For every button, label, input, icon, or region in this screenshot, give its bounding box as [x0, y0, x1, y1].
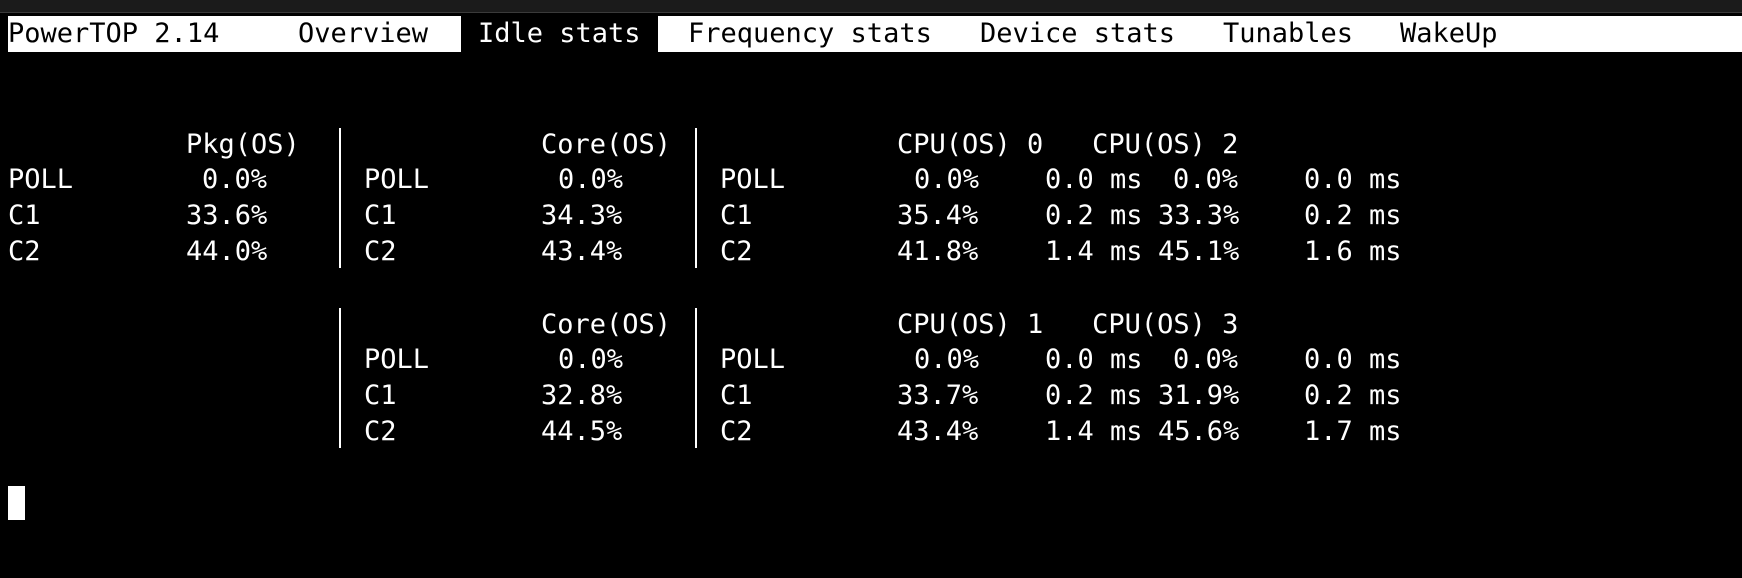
- terminal-cursor[interactable]: [8, 486, 25, 520]
- core-state-label: POLL: [364, 164, 430, 195]
- core-state-pct: 0.0%: [558, 164, 624, 195]
- tab-overview[interactable]: Overview: [298, 18, 429, 49]
- pkg-state-label: C2: [8, 236, 41, 267]
- cpu-b-pct: 0.0%: [1173, 164, 1239, 195]
- pkg-header: Pkg(OS): [186, 129, 300, 160]
- column-separator: [339, 308, 341, 448]
- pkg-state-label: C1: [8, 200, 41, 231]
- core-state-pct: 43.4%: [541, 236, 623, 267]
- cpu-b-ms: 1.7 ms: [1304, 416, 1402, 447]
- cpu-a-pct: 35.4%: [897, 200, 979, 231]
- tab-frequency-stats[interactable]: Frequency stats: [688, 18, 932, 49]
- cpu-b-pct: 31.9%: [1158, 380, 1240, 411]
- tab-idle-stats[interactable]: Idle stats: [461, 16, 658, 52]
- pkg-state-pct: 33.6%: [186, 200, 268, 231]
- cpu-a-pct: 33.7%: [897, 380, 979, 411]
- cpu-header: CPU(OS) 1 CPU(OS) 3: [897, 309, 1239, 340]
- cpu-header: CPU(OS) 0 CPU(OS) 2: [897, 129, 1239, 160]
- core-header: Core(OS): [541, 309, 672, 340]
- cpu-a-pct: 0.0%: [914, 164, 980, 195]
- cpu-a-ms: 0.0 ms: [1045, 164, 1143, 195]
- cpu-b-ms: 0.2 ms: [1304, 380, 1402, 411]
- column-separator: [695, 128, 697, 268]
- cpu-a-ms: 0.0 ms: [1045, 344, 1143, 375]
- core-state-label: C2: [364, 236, 397, 267]
- cpu-a-ms: 1.4 ms: [1045, 416, 1143, 447]
- core-state-pct: 0.0%: [558, 344, 624, 375]
- cpu-b-pct: 45.1%: [1158, 236, 1240, 267]
- column-separator: [339, 128, 341, 268]
- cpu-state-label: C1: [720, 200, 753, 231]
- cpu-b-ms: 0.0 ms: [1304, 344, 1402, 375]
- cpu-b-pct: 0.0%: [1173, 344, 1239, 375]
- cpu-a-pct: 0.0%: [914, 344, 980, 375]
- cpu-state-label: POLL: [720, 164, 786, 195]
- core-state-pct: 34.3%: [541, 200, 623, 231]
- cpu-state-label: C1: [720, 380, 753, 411]
- cpu-state-label: POLL: [720, 344, 786, 375]
- tab-wakeup[interactable]: WakeUp: [1400, 18, 1498, 49]
- core-state-pct: 44.5%: [541, 416, 623, 447]
- cpu-b-ms: 0.0 ms: [1304, 164, 1402, 195]
- tab-device-stats[interactable]: Device stats: [980, 18, 1176, 49]
- cpu-b-ms: 0.2 ms: [1304, 200, 1402, 231]
- pkg-state-pct: 44.0%: [186, 236, 268, 267]
- terminal-title-strip: [0, 0, 1742, 13]
- cpu-b-ms: 1.6 ms: [1304, 236, 1402, 267]
- cpu-b-pct: 33.3%: [1158, 200, 1240, 231]
- cpu-b-pct: 45.6%: [1158, 416, 1240, 447]
- cpu-a-pct: 43.4%: [897, 416, 979, 447]
- cpu-a-pct: 41.8%: [897, 236, 979, 267]
- cpu-a-ms: 0.2 ms: [1045, 380, 1143, 411]
- core-state-label: C1: [364, 200, 397, 231]
- core-state-label: C2: [364, 416, 397, 447]
- core-header: Core(OS): [541, 129, 672, 160]
- core-state-label: POLL: [364, 344, 430, 375]
- pkg-state-label: POLL: [8, 164, 74, 195]
- tab-tunables[interactable]: Tunables: [1223, 18, 1354, 49]
- cpu-state-label: C2: [720, 236, 753, 267]
- cpu-state-label: C2: [720, 416, 753, 447]
- core-state-pct: 32.8%: [541, 380, 623, 411]
- cpu-a-ms: 1.4 ms: [1045, 236, 1143, 267]
- app-title: PowerTOP 2.14: [8, 18, 220, 49]
- cpu-a-ms: 0.2 ms: [1045, 200, 1143, 231]
- pkg-state-pct: 0.0%: [202, 164, 268, 195]
- column-separator: [695, 308, 697, 448]
- powertop-menu-bar: PowerTOP 2.14 Overview Idle stats Freque…: [8, 16, 1742, 52]
- core-state-label: C1: [364, 380, 397, 411]
